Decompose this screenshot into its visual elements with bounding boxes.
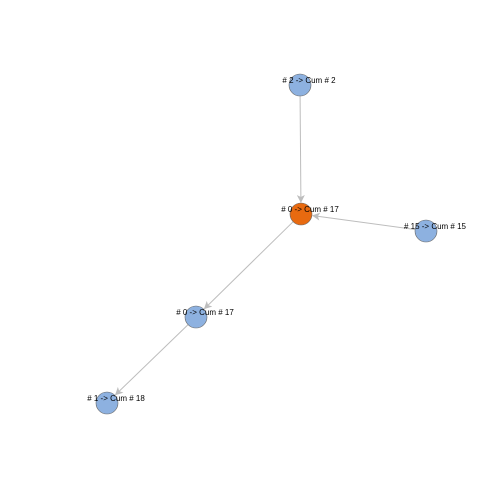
node-circle bbox=[95, 391, 119, 415]
node-label: # 0 -> Cum # 17 bbox=[281, 205, 339, 214]
edge-n0b-to-n1 bbox=[114, 324, 189, 396]
node-circle bbox=[184, 305, 208, 329]
node-label: # 0 -> Cum # 17 bbox=[176, 308, 234, 317]
node-label: # 2 -> Cum # 2 bbox=[282, 76, 336, 85]
node-circle bbox=[289, 202, 313, 226]
nodes-layer: # 2 -> Cum # 2 # 0 -> Cum # 17 # 15 -> Cum… bbox=[87, 73, 467, 415]
node-label: # 1 -> Cum # 18 bbox=[87, 394, 145, 403]
edge-n2-to-n0a bbox=[296, 95, 305, 204]
node-circle bbox=[288, 73, 312, 97]
node-label: # 15 -> Cum # 15 bbox=[404, 222, 467, 231]
edges-layer bbox=[114, 95, 416, 396]
graph-node: # 2 -> Cum # 2 bbox=[282, 73, 336, 97]
edge-n0a-to-n0b bbox=[203, 221, 294, 310]
graph-node: # 0 -> Cum # 17 bbox=[176, 305, 234, 329]
node-circle bbox=[414, 219, 438, 243]
graph-node: # 1 -> Cum # 18 bbox=[87, 391, 145, 415]
graph-node: # 0 -> Cum # 17 bbox=[281, 202, 339, 226]
graph-node: # 15 -> Cum # 15 bbox=[404, 219, 467, 243]
edge-n15-to-n0a bbox=[311, 212, 416, 231]
